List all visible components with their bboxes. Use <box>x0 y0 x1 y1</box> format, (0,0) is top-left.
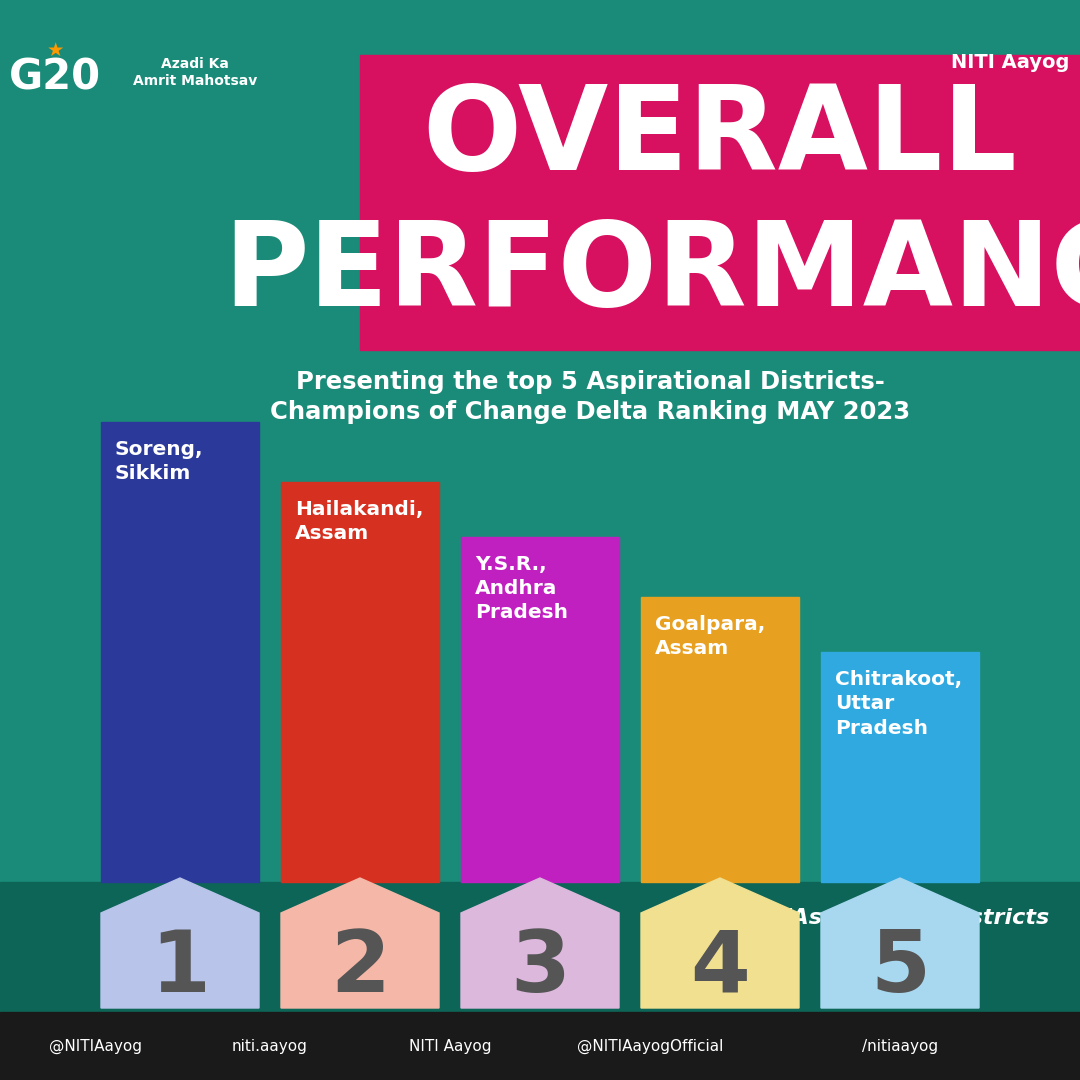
Polygon shape <box>461 878 619 1008</box>
Text: 3: 3 <box>510 927 570 1010</box>
Polygon shape <box>642 878 799 1008</box>
Text: @NITIAayog: @NITIAayog <box>49 1038 141 1054</box>
Text: niti.aayog: niti.aayog <box>232 1039 308 1053</box>
Bar <box>102 422 259 882</box>
Text: G20: G20 <box>9 56 102 98</box>
Bar <box>821 652 978 882</box>
Bar <box>281 482 438 882</box>
Polygon shape <box>281 878 438 1008</box>
Text: NITI Aayog: NITI Aayog <box>408 1039 491 1053</box>
Bar <box>0 0 1080 145</box>
Text: Goalpara,
Assam: Goalpara, Assam <box>654 615 766 658</box>
Text: Hailakandi,
Assam: Hailakandi, Assam <box>295 500 423 543</box>
Polygon shape <box>102 878 259 1008</box>
Bar <box>642 597 799 882</box>
Text: 4: 4 <box>690 927 750 1010</box>
Text: Champions of Change Delta Ranking MAY 2023: Champions of Change Delta Ranking MAY 20… <box>270 400 910 424</box>
Text: Presenting the top 5 Aspirational Districts-: Presenting the top 5 Aspirational Distri… <box>296 370 885 394</box>
Text: Y.S.R.,
Andhra
Pradesh: Y.S.R., Andhra Pradesh <box>475 555 568 622</box>
Text: #AspirationalDistricts: #AspirationalDistricts <box>777 908 1050 929</box>
Text: @NITIAayogOfficial: @NITIAayogOfficial <box>577 1038 724 1054</box>
Text: 2: 2 <box>330 927 390 1010</box>
Bar <box>360 55 1080 350</box>
Text: NITI Aayog: NITI Aayog <box>950 53 1069 72</box>
Polygon shape <box>821 878 978 1008</box>
Text: 5: 5 <box>870 927 930 1010</box>
Bar <box>461 537 619 882</box>
Text: ★: ★ <box>46 41 64 60</box>
Text: PERFORMANCE: PERFORMANCE <box>224 216 1080 330</box>
Text: OVERALL: OVERALL <box>422 80 1017 195</box>
Text: Azadi Ka
Amrit Mahotsav: Azadi Ka Amrit Mahotsav <box>133 57 257 89</box>
Text: 1: 1 <box>150 927 210 1010</box>
Text: /nitiaayog: /nitiaayog <box>862 1039 939 1053</box>
Text: Soreng,
Sikkim: Soreng, Sikkim <box>114 440 203 483</box>
Text: Chitrakoot,
Uttar
Pradesh: Chitrakoot, Uttar Pradesh <box>835 670 962 738</box>
Bar <box>0 882 1080 1012</box>
Bar <box>0 1012 1080 1080</box>
